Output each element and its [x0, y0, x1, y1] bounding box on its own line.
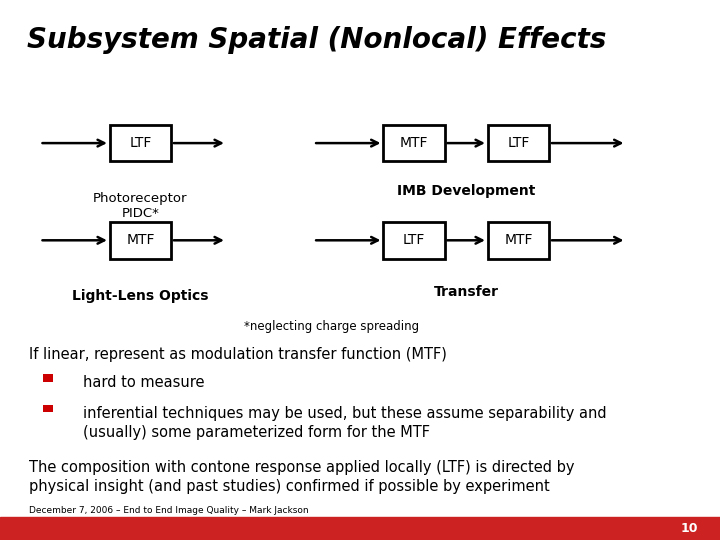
Text: MTF: MTF	[400, 136, 428, 150]
Text: LTF: LTF	[129, 136, 152, 150]
Text: *neglecting charge spreading: *neglecting charge spreading	[243, 320, 419, 333]
Text: IMB Development: IMB Development	[397, 184, 536, 198]
Text: inferential techniques may be used, but these assume separability and
(usually) : inferential techniques may be used, but …	[83, 406, 606, 440]
FancyBboxPatch shape	[488, 125, 549, 161]
Text: If linear, represent as modulation transfer function (MTF): If linear, represent as modulation trans…	[29, 347, 446, 362]
FancyBboxPatch shape	[383, 222, 444, 259]
Text: Light-Lens Optics: Light-Lens Optics	[72, 289, 209, 303]
Text: December 7, 2006 – End to End Image Quality – Mark Jackson: December 7, 2006 – End to End Image Qual…	[29, 505, 308, 515]
FancyBboxPatch shape	[109, 125, 171, 161]
Text: Subsystem Spatial (Nonlocal) Effects: Subsystem Spatial (Nonlocal) Effects	[27, 26, 606, 55]
Text: Transfer: Transfer	[434, 285, 499, 299]
Text: 10: 10	[681, 522, 698, 535]
Bar	[0, 517, 720, 540]
Text: MTF: MTF	[126, 233, 155, 247]
Text: LTF: LTF	[507, 136, 530, 150]
Text: Photoreceptor
PIDC*: Photoreceptor PIDC*	[93, 192, 188, 220]
FancyBboxPatch shape	[43, 405, 53, 413]
Text: hard to measure: hard to measure	[83, 375, 204, 390]
FancyBboxPatch shape	[383, 125, 444, 161]
Text: The composition with contone response applied locally (LTF) is directed by
physi: The composition with contone response ap…	[29, 460, 575, 494]
FancyBboxPatch shape	[488, 222, 549, 259]
FancyBboxPatch shape	[43, 375, 53, 381]
Text: LTF: LTF	[402, 233, 426, 247]
FancyBboxPatch shape	[109, 222, 171, 259]
Text: MTF: MTF	[504, 233, 533, 247]
